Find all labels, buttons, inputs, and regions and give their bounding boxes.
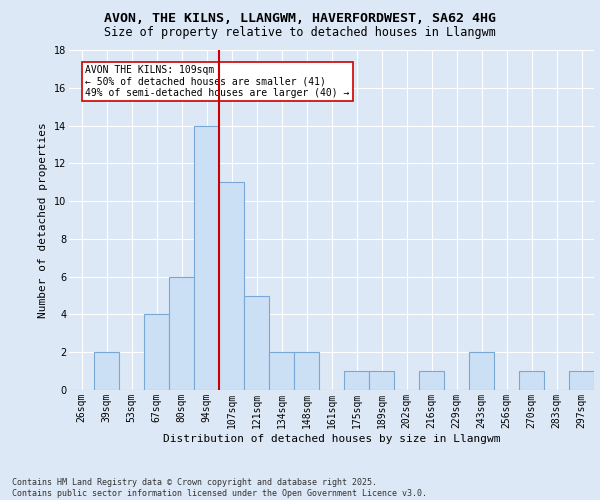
Bar bbox=[519, 371, 544, 390]
Text: Contains HM Land Registry data © Crown copyright and database right 2025.
Contai: Contains HM Land Registry data © Crown c… bbox=[12, 478, 427, 498]
Text: AVON, THE KILNS, LLANGWM, HAVERFORDWEST, SA62 4HG: AVON, THE KILNS, LLANGWM, HAVERFORDWEST,… bbox=[104, 12, 496, 26]
Bar bbox=[419, 371, 444, 390]
Bar bbox=[194, 126, 219, 390]
X-axis label: Distribution of detached houses by size in Llangwm: Distribution of detached houses by size … bbox=[163, 434, 500, 444]
Bar bbox=[294, 352, 319, 390]
Bar bbox=[369, 371, 394, 390]
Text: Size of property relative to detached houses in Llangwm: Size of property relative to detached ho… bbox=[104, 26, 496, 39]
Bar bbox=[94, 352, 119, 390]
Bar bbox=[169, 276, 194, 390]
Bar bbox=[469, 352, 494, 390]
Bar bbox=[344, 371, 369, 390]
Bar bbox=[144, 314, 169, 390]
Bar bbox=[569, 371, 594, 390]
Bar bbox=[269, 352, 294, 390]
Bar bbox=[244, 296, 269, 390]
Bar bbox=[219, 182, 244, 390]
Text: AVON THE KILNS: 109sqm
← 50% of detached houses are smaller (41)
49% of semi-det: AVON THE KILNS: 109sqm ← 50% of detached… bbox=[85, 65, 350, 98]
Y-axis label: Number of detached properties: Number of detached properties bbox=[38, 122, 48, 318]
